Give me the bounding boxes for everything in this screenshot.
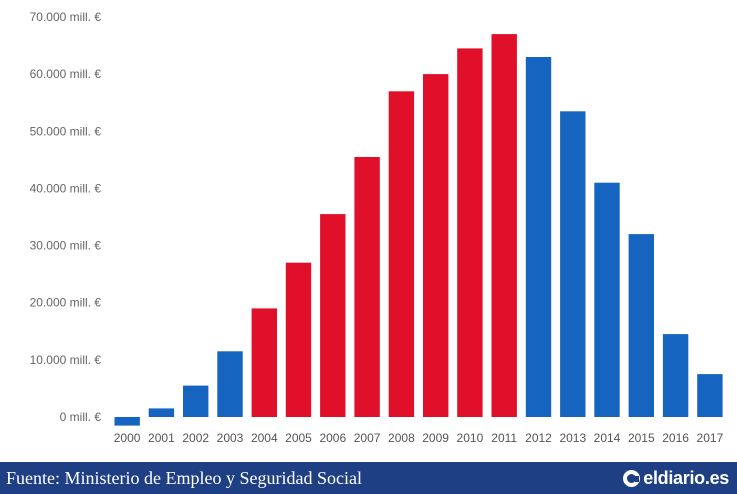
bar-2017	[697, 374, 723, 417]
bar-2016	[662, 334, 689, 417]
bar-2007	[354, 157, 380, 417]
x-tick-label: 2012	[525, 431, 552, 445]
x-tick-label: 2014	[594, 431, 621, 445]
x-axis-labels: 2000 2001 2002 2003 2004 2005 2006 2007 2008 2009…	[114, 431, 724, 445]
bar-2015	[628, 234, 654, 417]
x-tick-label: 2004	[251, 431, 278, 445]
bar-2004	[251, 308, 277, 417]
source-footer: Fuente: Ministerio de Empleo y Seguridad…	[0, 462, 737, 494]
chart-canvas: 0 mill. € 10.000 mill. € 20.000 mill. € 30.…	[30, 10, 724, 445]
y-axis-ticks: 0 mill. € 10.000 mill. € 20.000 mill. € 30.…	[30, 10, 102, 424]
x-tick-label: 2016	[662, 431, 689, 445]
bar-2001	[148, 408, 175, 417]
bar-2012	[525, 57, 552, 417]
x-tick-label: 2008	[388, 431, 415, 445]
x-tick-label: 2001	[148, 431, 175, 445]
y-tick-label: 0 mill. €	[60, 410, 102, 424]
y-tick-label: 30.000 mill. €	[30, 239, 102, 253]
y-tick-label: 50.000 mill. €	[30, 124, 102, 138]
bars	[114, 34, 723, 426]
bar-2005	[285, 262, 312, 417]
bar-2011	[491, 34, 517, 417]
x-tick-label: 2011	[491, 431, 517, 445]
y-tick-label: 20.000 mill. €	[30, 296, 102, 310]
y-tick-label: 70.000 mill. €	[30, 10, 102, 24]
bar-2013	[560, 111, 586, 418]
bar-2014	[594, 182, 620, 417]
x-tick-label: 2003	[217, 431, 244, 445]
x-tick-label: 2015	[628, 431, 655, 445]
source-text: Fuente: Ministerio de Empleo y Seguridad…	[6, 467, 362, 488]
x-tick-label: 2017	[697, 431, 724, 445]
x-tick-label: 2002	[182, 431, 209, 445]
bar-chart: 0 mill. € 10.000 mill. € 20.000 mill. € 30.…	[30, 10, 724, 445]
bar-2010	[457, 48, 483, 418]
brand-text: eldiario.es	[643, 467, 729, 488]
bar-2006	[320, 214, 346, 417]
bar-2008	[388, 91, 415, 418]
y-tick-label: 10.000 mill. €	[30, 353, 102, 367]
bar-2000	[114, 417, 140, 426]
x-tick-label: 2009	[422, 431, 449, 445]
x-tick-label: 2000	[114, 431, 141, 445]
x-tick-label: 2013	[559, 431, 586, 445]
x-tick-label: 2007	[354, 431, 381, 445]
x-tick-label: 2006	[319, 431, 346, 445]
bar-2009	[423, 74, 449, 417]
bar-2002	[183, 385, 209, 417]
eldiario-logo-icon	[623, 469, 641, 487]
x-tick-label: 2010	[457, 431, 484, 445]
y-tick-label: 40.000 mill. €	[30, 181, 102, 195]
x-tick-label: 2005	[285, 431, 312, 445]
y-tick-label: 60.000 mill. €	[30, 67, 102, 81]
brand-logo[interactable]: eldiario.es	[623, 468, 729, 489]
bar-2003	[217, 351, 243, 417]
